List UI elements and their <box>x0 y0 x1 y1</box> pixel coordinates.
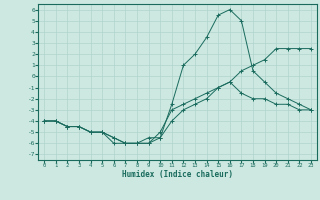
X-axis label: Humidex (Indice chaleur): Humidex (Indice chaleur) <box>122 170 233 179</box>
